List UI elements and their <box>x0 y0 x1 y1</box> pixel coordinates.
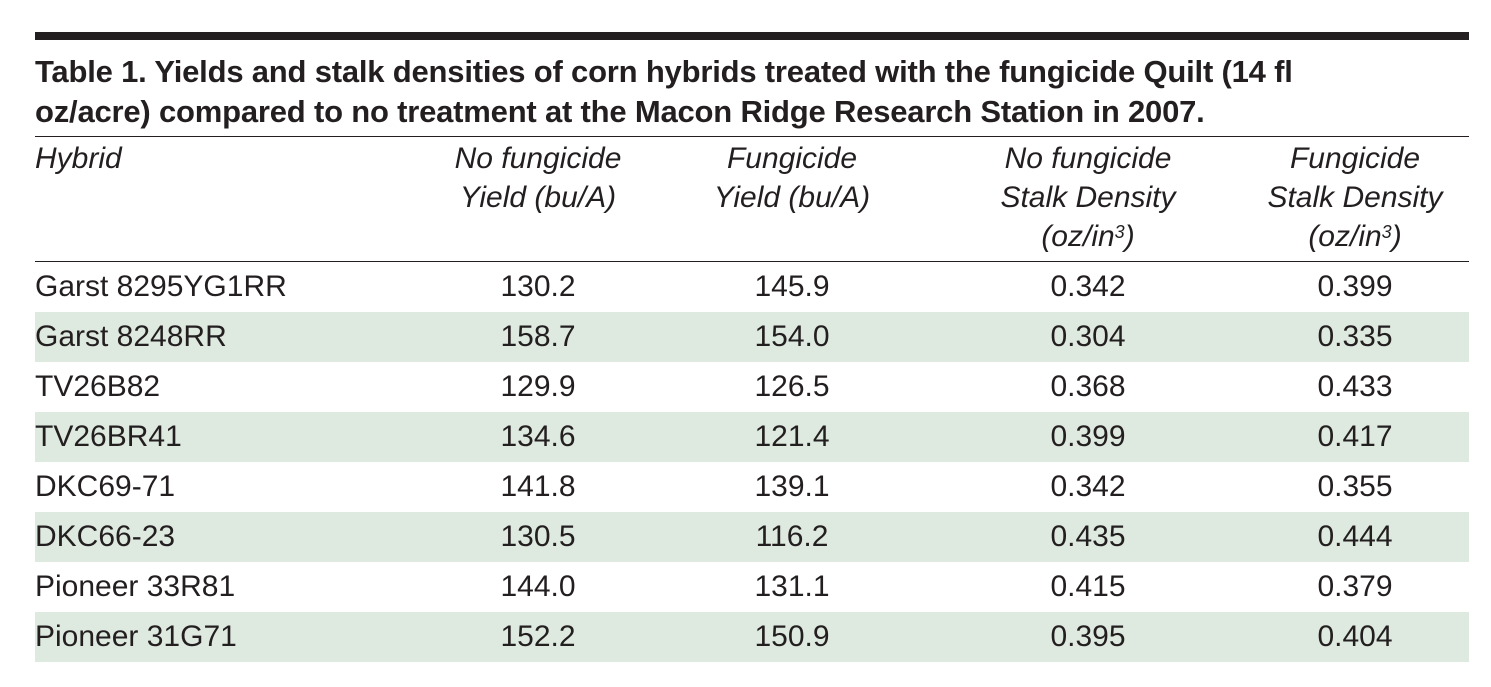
cell-no-fungicide-density: 0.342 <box>1050 270 1126 303</box>
table-header: Hybrid No fungicide Yield (bu/A) Fungici… <box>35 137 1469 261</box>
cell-hybrid: DKC66-23 <box>35 520 176 553</box>
cell-fungicide-yield: 116.2 <box>755 520 829 553</box>
table-row: TV26BR41 134.6 121.4 0.399 0.417 <box>35 412 1469 462</box>
cell-no-fungicide-yield: 152.2 <box>500 620 576 653</box>
header-label-line: Stalk Density <box>1000 181 1176 214</box>
cell-hybrid: Garst 8248RR <box>35 320 227 353</box>
cell-fungicide-yield: 131.1 <box>754 570 830 603</box>
header-label-line: Fungicide <box>726 142 858 175</box>
header-fungicide-density: Fungicide Stalk Density (oz/in3) <box>1240 139 1470 256</box>
cell-no-fungicide-density: 0.395 <box>1050 620 1126 653</box>
cell-no-fungicide-yield: 144.0 <box>500 570 576 603</box>
header-hybrid: Hybrid <box>35 139 122 178</box>
header-rule <box>35 261 1469 262</box>
cell-no-fungicide-yield: 130.2 <box>500 270 576 303</box>
header-unit-exponent: 3 <box>1114 222 1125 242</box>
cell-no-fungicide-yield: 129.9 <box>500 370 576 403</box>
header-unit-exponent: 3 <box>1381 222 1392 242</box>
cell-fungicide-yield: 139.1 <box>754 470 830 503</box>
header-label-line: No fungicide <box>1004 142 1172 175</box>
header-label-line: Fungicide <box>1289 142 1421 175</box>
table-body: Garst 8295YG1RR 130.2 145.9 0.342 0.399 … <box>35 262 1469 662</box>
cell-no-fungicide-density: 0.435 <box>1050 520 1126 553</box>
header-unit-close: ) <box>1391 220 1402 253</box>
header-label-line: No fungicide <box>454 142 622 175</box>
cell-fungicide-density: 0.399 <box>1317 270 1393 303</box>
cell-fungicide-density: 0.433 <box>1317 370 1393 403</box>
cell-hybrid: TV26BR41 <box>35 420 182 453</box>
cell-no-fungicide-yield: 141.8 <box>500 470 576 503</box>
header-unit-close: ) <box>1124 220 1135 253</box>
cell-fungicide-density: 0.355 <box>1317 470 1393 503</box>
header-unit-text: (oz/in <box>1308 220 1382 253</box>
cell-no-fungicide-density: 0.304 <box>1050 320 1126 353</box>
cell-fungicide-yield: 121.4 <box>754 420 830 453</box>
cell-fungicide-yield: 126.5 <box>754 370 830 403</box>
header-label-line: Yield (bu/A) <box>713 181 871 214</box>
table-row: Pioneer 31G71 152.2 150.9 0.395 0.404 <box>35 612 1469 662</box>
cell-fungicide-density: 0.417 <box>1317 420 1393 453</box>
table-row: TV26B82 129.9 126.5 0.368 0.433 <box>35 362 1469 412</box>
cell-hybrid: DKC69-71 <box>35 470 176 503</box>
table-row: DKC69-71 141.8 139.1 0.342 0.355 <box>35 462 1469 512</box>
header-label-line: Yield (bu/A) <box>459 181 617 214</box>
cell-no-fungicide-density: 0.415 <box>1050 570 1126 603</box>
cell-fungicide-yield: 145.9 <box>754 270 830 303</box>
caption-line-2: oz/acre) compared to no treatment at the… <box>35 94 1205 129</box>
cell-fungicide-density: 0.379 <box>1317 570 1393 603</box>
cell-no-fungicide-yield: 130.5 <box>500 520 576 553</box>
header-hybrid-label: Hybrid <box>35 142 122 175</box>
header-unit-line: (oz/in3) <box>973 217 1203 256</box>
cell-fungicide-yield: 154.0 <box>754 320 830 353</box>
table-top-rule <box>35 32 1469 40</box>
cell-no-fungicide-yield: 158.7 <box>500 320 576 353</box>
table-row: Garst 8248RR 158.7 154.0 0.304 0.335 <box>35 312 1469 362</box>
cell-no-fungicide-yield: 134.6 <box>500 420 576 453</box>
cell-fungicide-yield: 150.9 <box>754 620 830 653</box>
caption-line-1: Table 1. Yields and stalk densities of c… <box>35 54 1293 89</box>
header-unit-text: (oz/in <box>1041 220 1115 253</box>
header-fungicide-yield: Fungicide Yield (bu/A) <box>677 139 907 217</box>
cell-no-fungicide-density: 0.342 <box>1050 470 1126 503</box>
data-table: Table 1. Yields and stalk densities of c… <box>35 32 1469 662</box>
header-no-fungicide-density: No fungicide Stalk Density (oz/in3) <box>973 139 1203 256</box>
cell-fungicide-density: 0.404 <box>1317 620 1393 653</box>
cell-fungicide-density: 0.335 <box>1317 320 1393 353</box>
caption-rule <box>35 136 1469 137</box>
cell-hybrid: Pioneer 31G71 <box>35 620 237 653</box>
header-label-line: Stalk Density <box>1267 181 1443 214</box>
cell-no-fungicide-density: 0.368 <box>1050 370 1126 403</box>
table-row: DKC66-23 130.5 116.2 0.435 0.444 <box>35 512 1469 562</box>
table-row: Garst 8295YG1RR 130.2 145.9 0.342 0.399 <box>35 262 1469 312</box>
cell-no-fungicide-density: 0.399 <box>1050 420 1126 453</box>
cell-fungicide-density: 0.444 <box>1317 520 1393 553</box>
cell-hybrid: Garst 8295YG1RR <box>35 270 287 303</box>
table-caption: Table 1. Yields and stalk densities of c… <box>35 52 1469 132</box>
header-unit-line: (oz/in3) <box>1240 217 1470 256</box>
cell-hybrid: TV26B82 <box>35 370 161 403</box>
cell-hybrid: Pioneer 33R81 <box>35 570 236 603</box>
header-no-fungicide-yield: No fungicide Yield (bu/A) <box>423 139 653 217</box>
table-row: Pioneer 33R81 144.0 131.1 0.415 0.379 <box>35 562 1469 612</box>
